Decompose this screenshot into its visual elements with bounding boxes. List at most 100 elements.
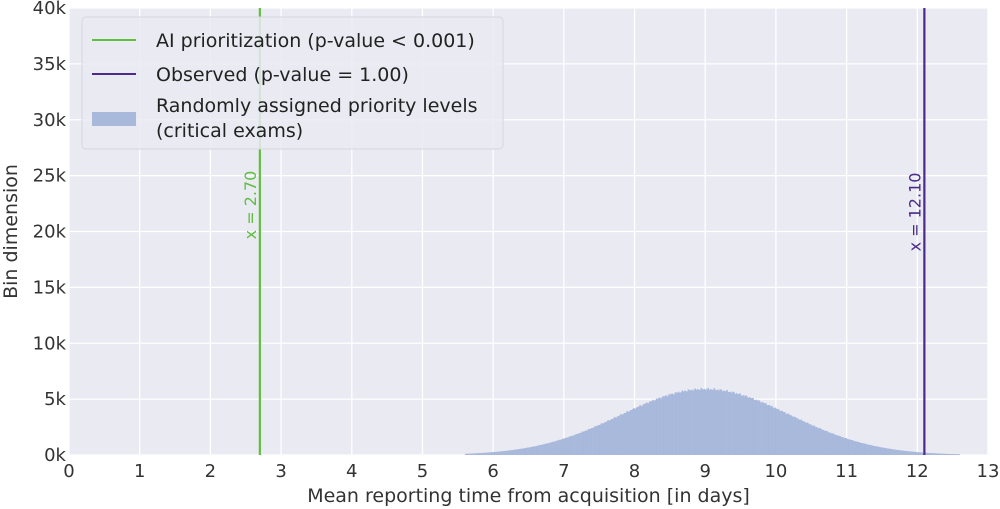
histogram-bar [513,449,515,455]
x-tick-label: 12 [906,461,929,482]
histogram-bar [608,420,611,455]
histogram-bar [799,419,801,455]
histogram-bar [541,444,543,455]
histogram-bar [506,450,508,455]
histogram-bar [944,453,946,455]
histogram-bar [675,392,678,455]
histogram-bar [691,389,693,455]
legend-box [81,16,504,150]
histogram-bar [718,390,720,455]
histogram-bar [632,408,634,455]
histogram-bar [648,401,651,455]
histogram-bar [952,454,955,455]
histogram-bar [876,446,878,455]
histogram-bar [772,407,774,455]
histogram-bar [797,418,799,455]
x-tick-label: 9 [700,461,711,482]
histogram-bar [903,450,905,455]
y-tick-label: 0k [44,445,66,466]
histogram-bar [579,433,581,455]
histogram-bar [466,453,468,455]
histogram-bar [777,408,779,455]
histogram-bar [679,392,681,455]
histogram-bar [647,403,649,455]
histogram-bar [494,451,496,455]
histogram-bar [866,444,869,455]
histogram-bar [939,453,942,455]
histogram-bar [719,389,721,455]
histogram-bar [563,438,566,455]
legend-swatch-random [92,112,136,126]
histogram-bar [925,452,928,455]
histogram-bar [475,453,477,455]
histogram-bar [830,433,832,455]
histogram-bar [742,395,745,455]
histogram-bar [549,442,552,455]
histogram-bar [792,417,794,455]
histogram-bar [828,432,831,455]
histogram-bar [839,436,842,455]
x-ticks: 0 1 2 3 4 5 6 7 8 9 10 11 12 13 [63,461,999,482]
histogram-bar [814,426,817,455]
histogram-bar [893,449,896,455]
histogram-bar [771,405,773,455]
histogram-bar [701,389,704,455]
histogram-bar [823,430,825,455]
histogram-bar [758,400,760,455]
histogram-bar [846,438,849,455]
x-tick-label: 11 [835,461,858,482]
histogram-bar [519,448,521,455]
legend-label-observed: Observed (p-value = 1.00) [156,64,409,86]
histogram-bar [663,396,666,455]
histogram-bar [874,446,877,455]
histogram-bar [556,440,559,455]
histogram-bar [678,391,680,455]
histogram-bar [553,441,555,455]
histogram-bar [495,451,497,455]
histogram-bar [705,390,707,455]
histogram-bar [577,433,580,455]
histogram-bar [536,445,539,455]
histogram-bar [526,447,528,455]
histogram-bar [847,439,850,455]
histogram-bar [919,452,922,455]
histogram-bar [500,451,502,455]
histogram-bar [576,433,579,455]
histogram-bar [869,444,871,455]
histogram-bar [575,433,578,455]
histogram-bar [477,453,480,455]
histogram-bar [818,428,820,455]
histogram-bar [791,415,793,455]
histogram-bar [790,415,792,455]
histogram-bar [627,411,629,455]
histogram-bar [906,451,909,455]
histogram-bar [521,448,523,455]
histogram-bar [625,412,627,455]
histogram-bar [734,394,737,455]
histogram-bar [727,391,730,455]
histogram-bar [676,392,679,455]
histogram-bar [819,428,821,455]
histogram-bar [913,451,916,455]
histogram-bar [471,453,474,455]
histogram-bar [761,401,764,455]
histogram-bar [958,454,961,455]
histogram-bar [631,410,633,455]
histogram-bar [950,454,952,455]
histogram-bar [523,448,526,455]
histogram-bar [633,408,635,455]
y-tick-label: 30k [33,110,67,131]
histogram-bar [482,452,485,455]
histogram-bar [616,416,619,455]
histogram-bar [662,396,665,455]
histogram-bar [711,389,713,455]
histogram-bar [804,421,806,455]
legend-label-ai: AI prioritization (p-value < 0.001) [156,30,475,52]
histogram-bar [845,438,847,455]
histogram-bar [740,395,743,455]
histogram-bar [765,403,767,455]
histogram-bar [754,399,757,455]
histogram-bar [951,454,953,455]
histogram-bar [750,398,752,455]
legend-label-random-line1: Randomly assigned priority levels [156,95,478,117]
